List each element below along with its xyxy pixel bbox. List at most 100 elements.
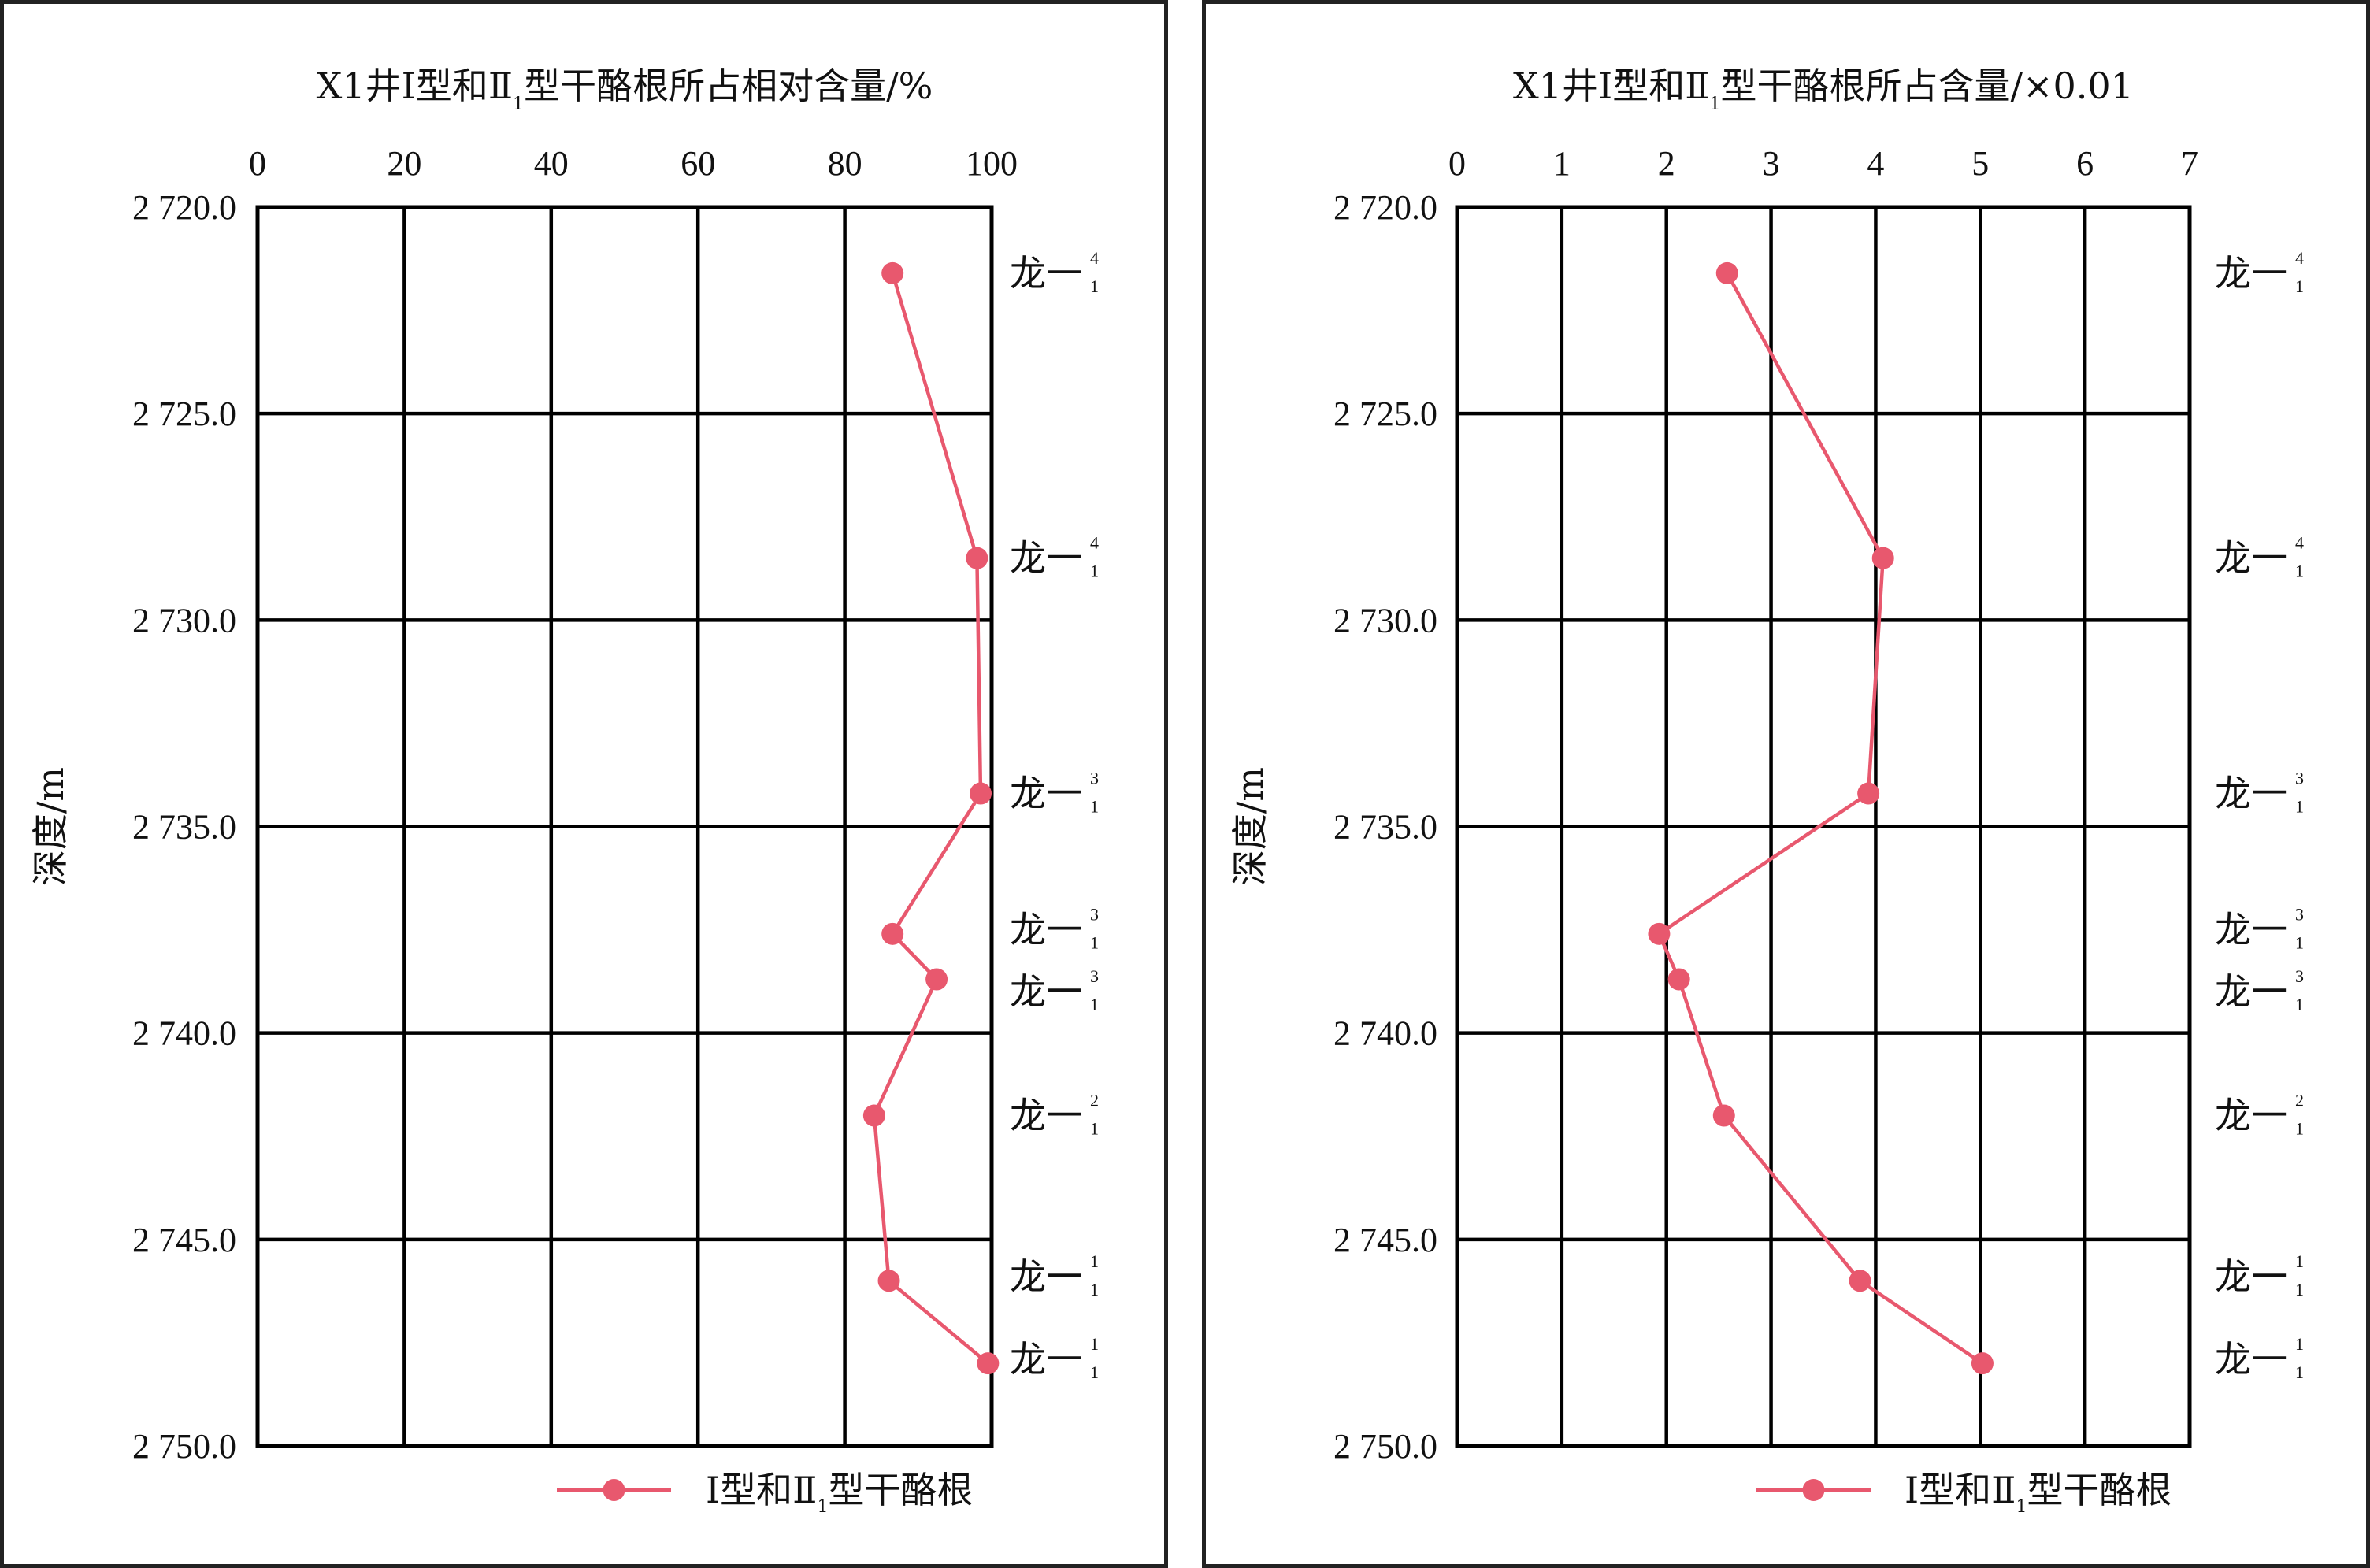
chart-panel-absolute: X1井Ⅰ型和Ⅱ1型干酪根所占含量/×0.01 0 1 2 3 4 5 6 7 2 720.0 2 7… — [1202, 0, 2370, 1568]
zone-label-subscript: 1 — [1090, 797, 1099, 817]
data-point — [970, 782, 992, 805]
zone-label: 龙一 — [2215, 1095, 2287, 1137]
zone-label-superscript: 4 — [2295, 533, 2304, 553]
zone-label-subscript: 1 — [2295, 276, 2304, 296]
y-axis-label: 深度/m — [1229, 767, 1271, 886]
data-point — [1715, 261, 1738, 284]
zone-label-subscript: 1 — [1090, 1119, 1099, 1139]
x-tick-label: 20 — [387, 144, 421, 183]
y-tick-label: 2 745.0 — [1333, 1221, 1437, 1259]
zone-label-superscript: 4 — [2295, 248, 2304, 268]
data-point — [1971, 1352, 1994, 1375]
y-tick-label: 2 720.0 — [1333, 188, 1437, 227]
data-point — [966, 547, 988, 569]
data-point — [1857, 782, 1880, 805]
y-tick-label: 2 730.0 — [1333, 601, 1437, 639]
zone-label-subscript: 1 — [2295, 933, 2304, 953]
zone-label: 龙一 — [2215, 252, 2287, 295]
zone-label-superscript: 1 — [1090, 1251, 1099, 1271]
zone-label: 龙一 — [1010, 1095, 1082, 1137]
zone-label-subscript: 1 — [1090, 933, 1099, 953]
panel-border — [1202, 0, 2370, 1568]
y-tick-label: 2 750.0 — [132, 1427, 236, 1466]
plot-frame — [255, 205, 994, 1448]
x-tick-label: 80 — [828, 144, 862, 183]
zone-label-superscript: 2 — [1090, 1091, 1099, 1110]
panel-border — [0, 0, 1168, 1568]
zone-label-subscript: 1 — [2295, 797, 2304, 817]
y-axis-label: 深度/m — [29, 767, 72, 886]
zone-label-superscript: 3 — [1090, 966, 1099, 986]
zone-label-superscript: 1 — [1090, 1334, 1099, 1354]
zone-label-subscript: 1 — [2295, 562, 2304, 581]
zone-label-superscript: 4 — [1090, 533, 1099, 553]
zone-label-superscript: 3 — [1090, 769, 1099, 788]
zone-label: 龙一 — [2215, 1338, 2287, 1381]
y-tick-label: 2 725.0 — [132, 395, 236, 433]
data-point — [877, 1270, 900, 1292]
zone-label: 龙一 — [2215, 1255, 2287, 1298]
y-tick-label: 2 745.0 — [132, 1221, 236, 1259]
legend-marker — [1802, 1479, 1825, 1501]
series-line — [1656, 272, 1984, 1365]
data-point — [881, 922, 904, 945]
x-tick-label: 100 — [966, 144, 1018, 183]
zone-label-subscript: 1 — [1090, 1280, 1099, 1299]
zone-label-subscript: 1 — [1090, 276, 1099, 296]
data-point — [977, 1352, 1000, 1375]
zone-label-subscript: 1 — [1090, 562, 1099, 581]
y-tick-label: 2 735.0 — [132, 808, 236, 847]
zone-label: 龙一 — [1010, 909, 1082, 951]
legend-label: Ⅰ型和Ⅱ1型干酪根 — [706, 1469, 973, 1517]
x-tick-label: 6 — [2076, 144, 2094, 183]
y-tick-label: 2 725.0 — [1333, 395, 1437, 433]
chart-panel-relative: X1井Ⅰ型和Ⅱ1型干酪根所占相对含量/% 0 20 40 60 80 100 2 720.0 2… — [0, 0, 1168, 1568]
x-tick-label: 4 — [1867, 144, 1884, 183]
x-tick-label: 7 — [2181, 144, 2198, 183]
zone-label-subscript: 1 — [1090, 1362, 1099, 1382]
y-tick-label: 2 750.0 — [1333, 1427, 1437, 1466]
y-tick-label: 2 720.0 — [132, 188, 236, 227]
x-tick-label: 1 — [1553, 144, 1571, 183]
data-point — [1648, 922, 1671, 945]
y-tick-label: 2 735.0 — [1333, 808, 1437, 847]
x-tick-label: 5 — [1971, 144, 1989, 183]
zone-label: 龙一 — [2215, 970, 2287, 1013]
zone-label: 龙一 — [2215, 537, 2287, 580]
legend-marker — [603, 1479, 625, 1501]
zone-label-subscript: 1 — [1090, 995, 1099, 1014]
zone-label-subscript: 1 — [2295, 1280, 2304, 1299]
zone-label: 龙一 — [2215, 909, 2287, 951]
zone-label-superscript: 1 — [2295, 1251, 2304, 1271]
zone-label-superscript: 3 — [2295, 905, 2304, 925]
plot-frame — [1455, 205, 2192, 1448]
x-tick-label: 2 — [1658, 144, 1675, 183]
zone-label: 龙一 — [2215, 773, 2287, 815]
data-point — [862, 1104, 885, 1127]
chart-title: X1井Ⅰ型和Ⅱ1型干酪根所占含量/×0.01 — [1513, 65, 2134, 114]
data-point — [1849, 1270, 1871, 1292]
y-tick-label: 2 730.0 — [132, 601, 236, 639]
zone-label-superscript: 3 — [1090, 905, 1099, 925]
zone-label-superscript: 1 — [2295, 1334, 2304, 1354]
zone-label-superscript: 3 — [2295, 966, 2304, 986]
x-tick-label: 60 — [681, 144, 715, 183]
zone-label-subscript: 1 — [2295, 1119, 2304, 1139]
zone-label-subscript: 1 — [2295, 995, 2304, 1014]
zone-label: 龙一 — [1010, 252, 1082, 295]
zone-label-superscript: 2 — [2295, 1091, 2304, 1110]
zone-label: 龙一 — [1010, 1255, 1082, 1298]
x-tick-label: 3 — [1763, 144, 1780, 183]
zone-label: 龙一 — [1010, 537, 1082, 580]
zone-label: 龙一 — [1010, 773, 1082, 815]
chart-title: X1井Ⅰ型和Ⅱ1型干酪根所占相对含量/% — [317, 65, 933, 114]
data-point — [1871, 547, 1894, 569]
data-point — [925, 968, 948, 991]
zone-label: 龙一 — [1010, 1338, 1082, 1381]
zone-label-superscript: 4 — [1090, 248, 1099, 268]
x-tick-label: 40 — [534, 144, 569, 183]
series-line — [872, 272, 989, 1365]
y-tick-label: 2 740.0 — [1333, 1014, 1437, 1053]
zone-label-superscript: 3 — [2295, 769, 2304, 788]
